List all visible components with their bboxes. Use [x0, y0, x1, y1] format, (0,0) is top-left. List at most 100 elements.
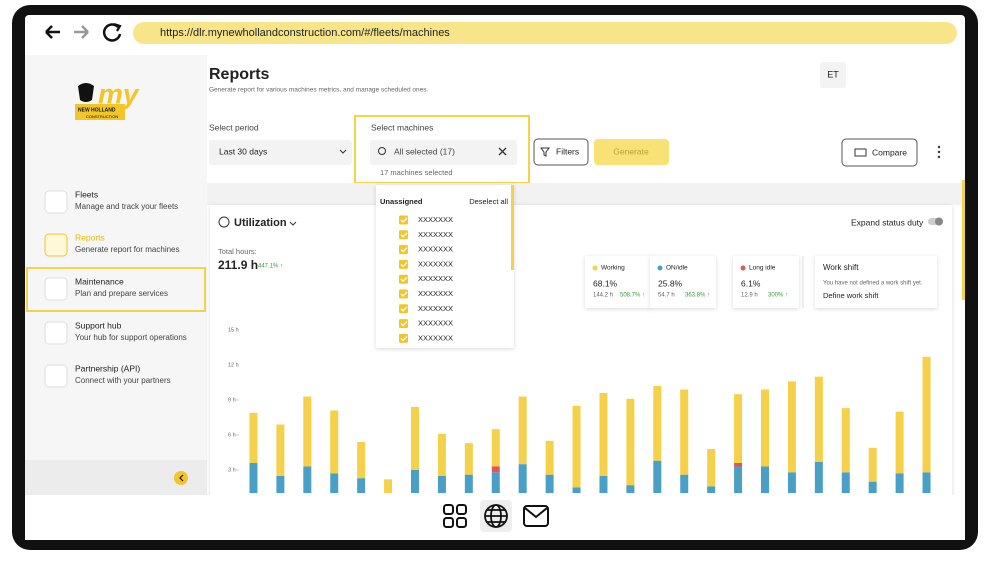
legend-label: ON/idle — [666, 265, 688, 272]
legend-dot — [657, 265, 663, 271]
search-icon — [378, 147, 386, 155]
machine-name: XXXXXXX — [418, 319, 453, 328]
bar-segment — [437, 475, 446, 493]
checkbox[interactable] — [399, 333, 408, 343]
bar-segment — [249, 412, 258, 463]
nav-icon[interactable] — [44, 321, 68, 345]
bar-segment — [868, 447, 877, 482]
bar-segment — [680, 474, 689, 493]
bar-segment — [761, 389, 769, 467]
stat-change: 508.7% ↑ — [620, 293, 645, 299]
stat-hours: 144.2 h — [593, 293, 613, 299]
y-tick-label: 6 h — [228, 432, 236, 438]
nav-icon[interactable] — [44, 364, 68, 388]
bar-segment — [411, 407, 419, 470]
nav-title[interactable]: Fleets — [75, 189, 98, 199]
apps-icon[interactable] — [443, 504, 467, 528]
nav-icon[interactable] — [44, 190, 68, 214]
machine-name: XXXXXXX — [418, 333, 453, 342]
machine-name: XXXXXXX — [418, 289, 453, 298]
bar-segment — [626, 485, 635, 493]
avatar[interactable] — [820, 62, 846, 88]
bar-segment — [922, 472, 931, 493]
nav-title[interactable]: Partnership (API) — [75, 363, 140, 373]
bar-segment — [895, 411, 904, 474]
stat-hours: 54.7 h — [658, 293, 675, 299]
workshift-title: Work shift — [823, 263, 859, 272]
checkbox[interactable] — [399, 289, 408, 299]
machine-name: XXXXXXX — [418, 274, 453, 283]
nav-subtitle: Connect with your partners — [75, 376, 171, 385]
nav-title[interactable]: Reports — [75, 232, 105, 242]
utilization-card — [210, 205, 952, 500]
y-tick-label: 3 h — [228, 467, 236, 473]
logo-name: NEW HOLLAND — [78, 107, 116, 113]
check — [400, 276, 408, 283]
compare-button[interactable] — [841, 138, 918, 167]
bar-segment — [276, 475, 285, 493]
compare-text: Compare — [872, 147, 907, 157]
machines-label: Select machines — [371, 122, 433, 132]
check — [400, 321, 408, 327]
workshift-note: You have not defined a work shift yet. — [823, 281, 923, 287]
forward-button[interactable] — [74, 25, 89, 39]
logo-leaf — [78, 83, 94, 102]
nav-icon[interactable] — [44, 277, 68, 301]
logo-sub: CONSTRUCTION — [86, 114, 118, 119]
checkbox[interactable] — [399, 215, 408, 225]
workshift-link[interactable]: Define work shift — [823, 291, 879, 300]
browser-icon[interactable] — [484, 504, 508, 528]
stat-card — [585, 256, 651, 308]
checkbox[interactable] — [399, 304, 408, 314]
more-button[interactable] — [937, 145, 941, 159]
nav-subtitle: Generate report for machines — [75, 245, 180, 254]
bar-segment — [653, 386, 662, 461]
back-button[interactable] — [45, 25, 60, 39]
stat-share: 6.1% — [741, 278, 761, 288]
machines-select[interactable] — [370, 140, 517, 165]
clear-button[interactable] — [498, 147, 507, 156]
stat-share: 68.1% — [593, 278, 618, 288]
nav-title[interactable]: Support hub — [75, 320, 122, 330]
bar-segment — [491, 429, 500, 467]
generate-button[interactable] — [594, 139, 669, 165]
mail-icon[interactable] — [523, 505, 549, 527]
chevron — [339, 149, 347, 154]
legend-label: Working — [601, 265, 625, 272]
nav-title[interactable]: Maintenance — [75, 276, 124, 286]
bar-segment — [330, 473, 339, 493]
total-change: 447.1% ↑ — [258, 264, 283, 270]
collapse-button[interactable] — [174, 471, 188, 485]
stat-card — [733, 256, 799, 308]
total-label: Total hours: — [218, 247, 257, 256]
nav-icon[interactable] — [44, 233, 68, 257]
url-bar[interactable] — [133, 22, 957, 44]
sidebar — [25, 55, 207, 495]
checkbox[interactable] — [399, 319, 408, 329]
bar-segment — [599, 393, 608, 476]
nav-subtitle: Your hub for support operations — [75, 333, 187, 342]
bar-segment — [841, 472, 850, 493]
checkbox[interactable] — [399, 245, 408, 255]
filters-text: Filters — [556, 146, 579, 156]
bar-segment — [707, 449, 716, 487]
checkbox[interactable] — [399, 259, 408, 269]
y-tick-label: 9 h — [228, 397, 236, 403]
reload-button[interactable] — [102, 23, 122, 42]
generate-text: Generate — [613, 146, 649, 156]
bar-segment — [734, 463, 743, 467]
dropdown-scrollbar — [511, 185, 514, 270]
bar-segment — [787, 472, 796, 493]
bar-segment — [922, 356, 931, 473]
filters-button[interactable] — [533, 138, 589, 166]
period-select[interactable] — [209, 140, 352, 165]
legend-dot — [592, 265, 598, 271]
expand-label: Expand status duty — [851, 217, 924, 227]
checkbox[interactable] — [399, 274, 408, 284]
check — [400, 306, 408, 312]
bar-segment — [814, 461, 823, 493]
deselect-all[interactable]: Deselect all — [469, 197, 508, 206]
collapse-icon — [179, 474, 184, 482]
checkbox[interactable] — [399, 230, 408, 240]
period-label: Select period — [209, 122, 259, 132]
